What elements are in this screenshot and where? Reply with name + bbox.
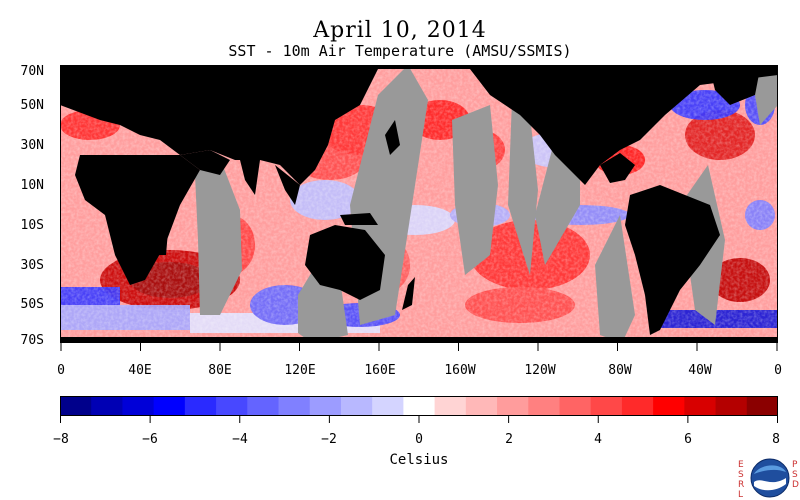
colorbar-cell [278,396,311,416]
lon-label-160e: 160E [364,363,396,378]
colorbar-tick-label-n8: −8 [53,432,69,447]
colorbar-cell [340,396,373,416]
lat-label-10n: 10N [20,178,44,193]
lat-label-10s: 10S [20,218,44,233]
colorbar [60,396,778,423]
colorbar-cell [746,396,778,416]
lon-label-120e: 120E [284,363,316,378]
colorbar-cell [559,396,592,416]
lon-label-40e: 40E [128,363,152,378]
colorbar-cell [715,396,748,416]
colorbar-tick-label-8: 8 [772,432,780,447]
colorbar-cell [122,396,155,416]
colorbar-cell [247,396,280,416]
colorbar-tick-label-6: 6 [684,432,692,447]
sst-anomaly-map [60,65,778,343]
colorbar-cell [309,396,342,416]
lon-label-160w: 160W [444,363,476,378]
colorbar-cell [153,396,186,416]
colorbar-cell [216,396,248,416]
lat-label-30s: 30S [20,258,44,273]
colorbar-tick-label-n4: −4 [232,432,248,447]
colorbar-cell [684,396,717,416]
map-subtitle: SST - 10m Air Temperature (AMSU/SSMIS) [228,42,572,60]
colorbar-cell [91,396,123,416]
colorbar-cell [60,396,92,416]
colorbar-tick-label-2: 2 [505,432,513,447]
lat-label-50n: 50N [20,98,44,113]
colorbar-title: Celsius [389,452,449,468]
lat-label-70n: 70N [20,64,44,79]
colorbar-cell [465,396,498,416]
lon-label-40w: 40W [688,363,712,378]
longitude-ticks [60,343,778,351]
land-masses [60,65,778,343]
colorbar-tick-label-0: 0 [415,432,423,447]
colorbar-cell [403,396,436,416]
colorbar-tick-label-4: 4 [594,432,602,447]
map-title: April 10, 2014 [313,18,487,43]
colorbar-cell [372,396,404,416]
lon-label-80e: 80E [208,363,232,378]
colorbar-cell [434,396,467,416]
lon-label-80w: 80W [608,363,632,378]
colorbar-cell [528,396,560,416]
colorbar-cell [497,396,529,416]
lat-label-30n: 30N [20,138,44,153]
colorbar-tick-label-n2: −2 [321,432,337,447]
colorbar-cell [653,396,685,416]
colorbar-cell [590,396,623,416]
noaa-emblem-icon [750,458,790,498]
colorbar-cell [621,396,654,416]
colorbar-tick-label-n6: −6 [142,432,158,447]
lon-label-0-east: 0 [774,363,782,378]
lat-label-70s: 70S [20,333,44,348]
lat-label-50s: 50S [20,297,44,312]
lon-label-120w: 120W [524,363,556,378]
colorbar-cell [184,396,217,416]
lon-label-0: 0 [57,363,65,378]
